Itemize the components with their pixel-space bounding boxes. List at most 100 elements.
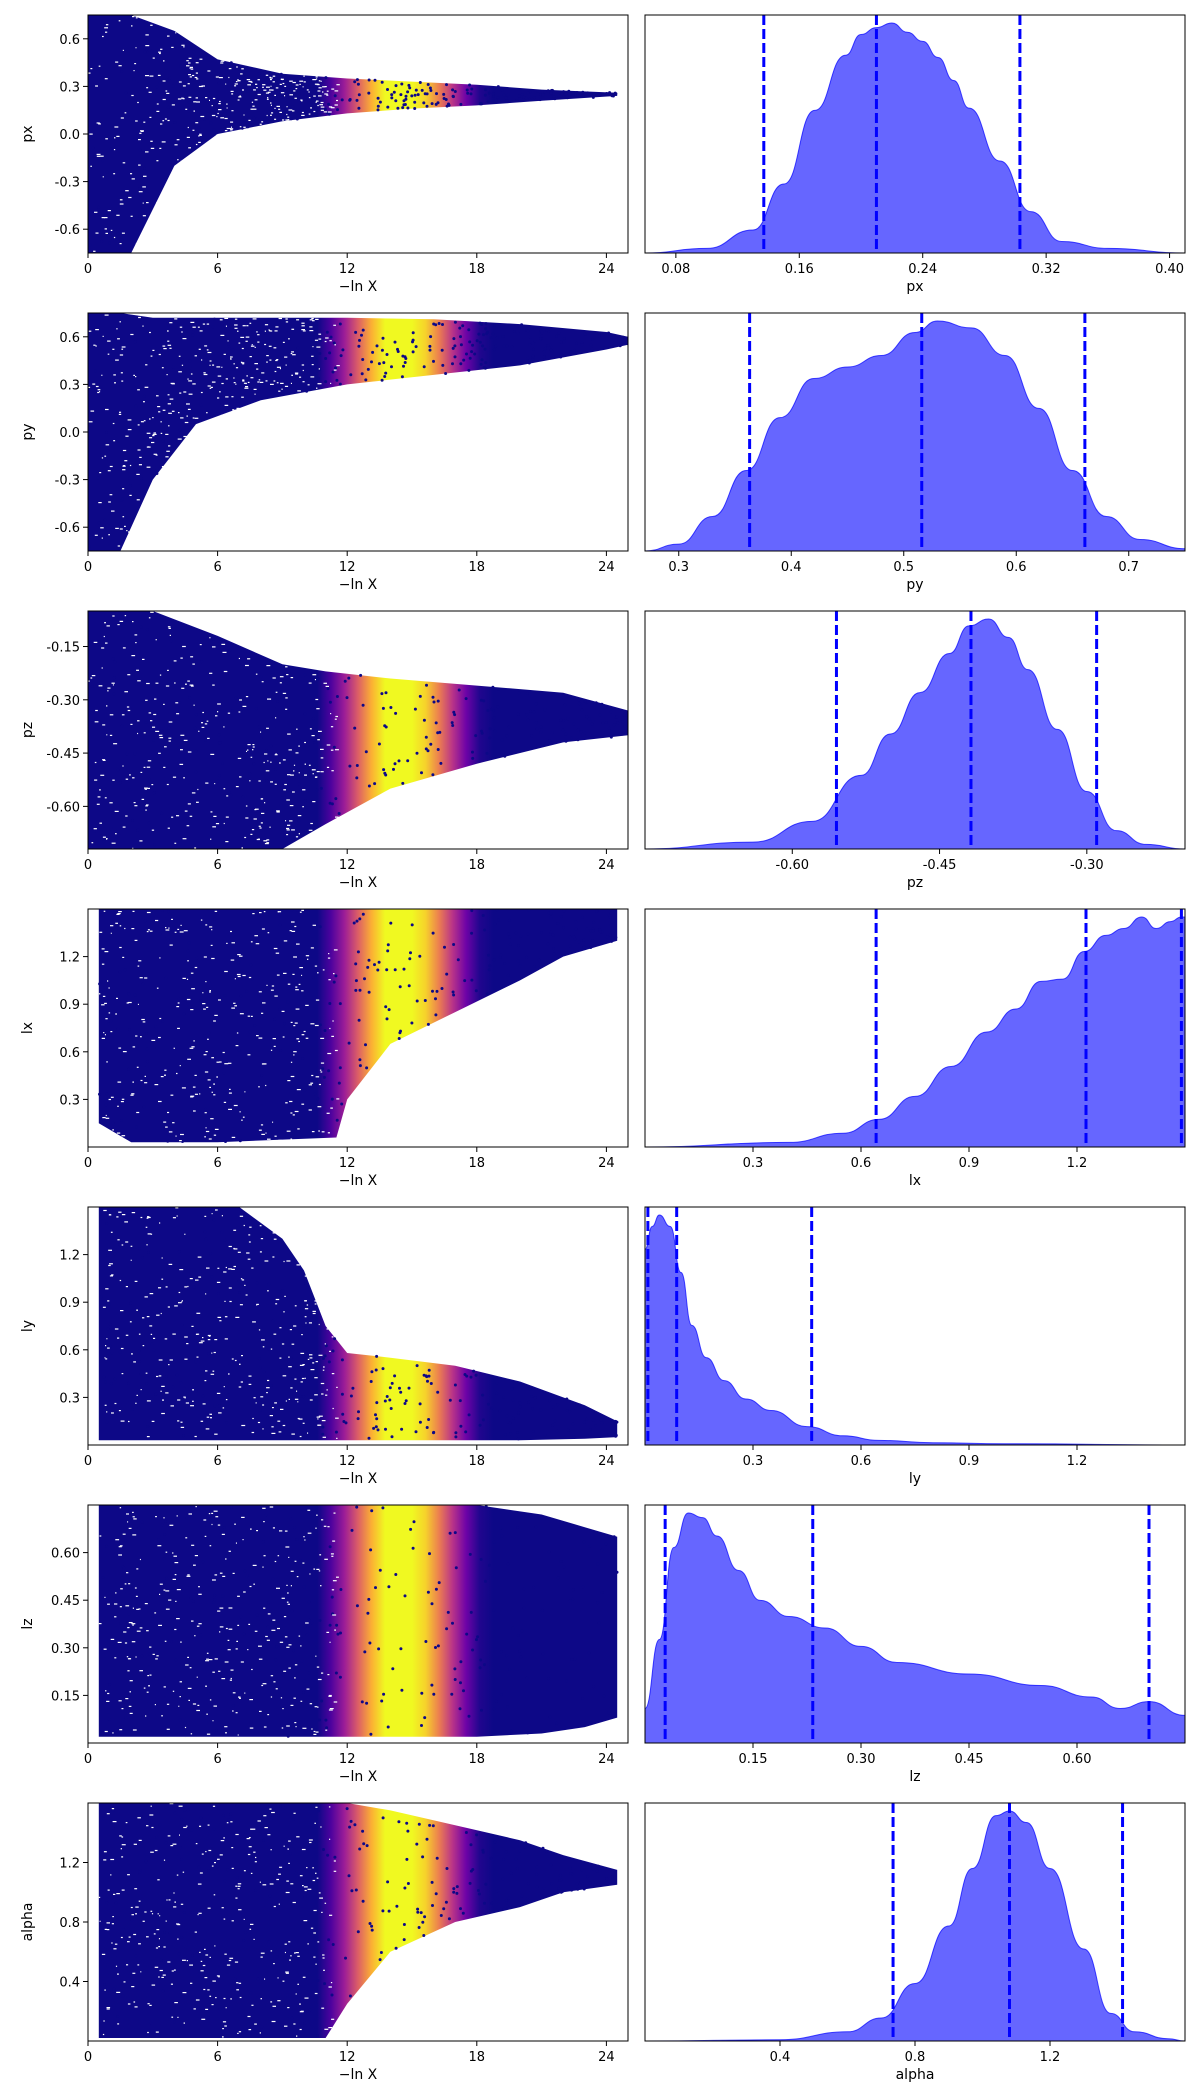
sample-point — [608, 1880, 612, 1884]
gap-mark — [200, 1420, 204, 1422]
gap-mark — [279, 368, 281, 370]
gap-mark — [328, 1695, 332, 1697]
gap-mark — [132, 621, 134, 623]
gap-mark — [287, 1080, 291, 1082]
sample-point — [465, 352, 468, 356]
sample-point — [127, 992, 131, 996]
gap-mark — [304, 1308, 309, 1310]
gap-mark — [301, 1034, 305, 1036]
gap-mark — [145, 45, 150, 47]
sample-point — [431, 773, 435, 777]
gap-mark — [328, 1709, 333, 1711]
sample-point — [216, 779, 220, 783]
gap-mark — [328, 1806, 331, 1808]
gap-mark — [236, 407, 240, 409]
gap-mark — [273, 1333, 277, 1335]
gap-mark — [253, 1938, 255, 1940]
sample-point — [238, 1139, 242, 1143]
sample-point — [313, 741, 317, 744]
gap-mark — [267, 1714, 270, 1716]
sample-point — [518, 1849, 522, 1853]
sample-point — [531, 1430, 535, 1433]
gap-mark — [144, 1911, 147, 1913]
sample-point — [532, 964, 536, 968]
gap-mark — [237, 1595, 240, 1597]
x-tick-label: 0.4 — [770, 2050, 791, 2065]
gap-mark — [159, 1969, 163, 1972]
sample-point — [302, 115, 306, 119]
sample-point — [400, 1427, 404, 1431]
sample-point — [188, 359, 192, 363]
sample-point — [622, 713, 626, 717]
gap-mark — [247, 1258, 251, 1260]
sample-point — [549, 915, 553, 919]
x-tick-label: 12 — [339, 1752, 356, 1767]
sample-point — [375, 1401, 379, 1405]
sample-point — [549, 930, 553, 934]
gap-mark — [233, 1229, 237, 1231]
gap-mark — [174, 682, 176, 684]
sample-point — [607, 1711, 611, 1715]
sample-point — [355, 764, 359, 767]
sample-point — [597, 331, 601, 335]
gap-mark — [96, 155, 100, 157]
gap-mark — [132, 1511, 134, 1513]
gap-mark — [205, 924, 208, 926]
sample-point — [178, 1846, 182, 1850]
sample-point — [555, 1721, 559, 1725]
gap-mark — [211, 1091, 213, 1093]
gap-mark — [116, 1893, 120, 1895]
sample-point — [139, 1372, 143, 1376]
gap-mark — [266, 355, 269, 357]
gap-mark — [191, 792, 196, 794]
gap-mark — [196, 1676, 198, 1678]
gap-mark — [177, 159, 179, 161]
gap-mark — [120, 1101, 124, 1103]
y-tick-label: 0.9 — [59, 998, 80, 1013]
gap-mark — [312, 674, 317, 676]
gap-mark — [250, 756, 253, 758]
gap-mark — [219, 1854, 223, 1856]
sample-point — [585, 1417, 589, 1421]
gap-mark — [272, 677, 276, 679]
gap-mark — [216, 134, 219, 136]
gap-mark — [177, 1399, 181, 1401]
sample-point — [183, 1808, 187, 1812]
x-tick-label: 12 — [339, 560, 356, 575]
sample-point — [459, 362, 463, 366]
gap-mark — [230, 128, 234, 130]
sample-point — [442, 1907, 446, 1911]
gap-mark — [145, 805, 148, 807]
sample-point — [479, 1557, 483, 1561]
sample-point — [124, 91, 128, 95]
sample-point — [109, 147, 113, 151]
sample-point — [422, 1934, 426, 1937]
gap-mark — [193, 1110, 196, 1112]
gap-mark — [122, 469, 126, 471]
sample-point — [223, 1092, 227, 1096]
gap-mark — [113, 743, 118, 745]
sample-point — [134, 1954, 138, 1958]
sample-point — [487, 91, 491, 95]
sample-point — [435, 92, 438, 96]
gap-mark — [199, 1093, 201, 1095]
gap-mark — [102, 176, 104, 178]
gap-mark — [266, 1639, 270, 1641]
gap-mark — [218, 999, 221, 1001]
sample-point — [520, 1629, 524, 1633]
x-axis-label: py — [906, 577, 923, 593]
gap-mark — [276, 1878, 279, 1881]
gap-mark — [326, 1112, 330, 1114]
gap-mark — [103, 1851, 107, 1853]
sample-point — [354, 1888, 358, 1892]
sample-point — [161, 1580, 165, 1584]
gap-mark — [318, 80, 321, 82]
gap-mark — [119, 1835, 122, 1837]
gap-mark — [167, 1835, 171, 1837]
gap-mark — [213, 1094, 216, 1096]
sample-point — [327, 1360, 331, 1364]
sample-point — [436, 699, 440, 703]
gap-mark — [143, 121, 146, 123]
sample-point — [488, 964, 492, 968]
gap-mark — [313, 1909, 317, 1912]
